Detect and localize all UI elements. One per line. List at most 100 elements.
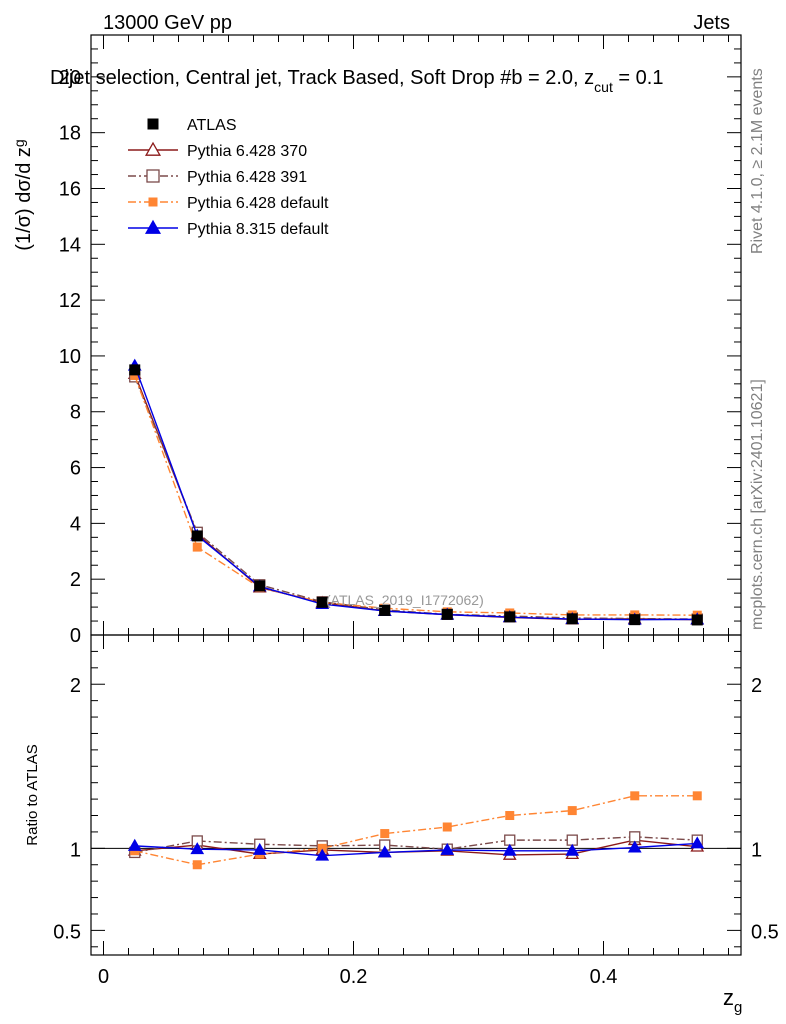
data-point-marker bbox=[144, 219, 162, 234]
main-series-group bbox=[127, 358, 705, 626]
legend-label: Pythia 6.428 370 bbox=[187, 143, 307, 160]
data-point-marker bbox=[567, 806, 577, 816]
series-line bbox=[134, 373, 698, 621]
series-line bbox=[134, 795, 698, 866]
series-pythia-6-428-391 bbox=[129, 371, 703, 625]
main-plot-panel: 0 2 4 6 8 10 12 14 16 18 20 (1/σ) dσ/d zg (ATLAS_2… bbox=[11, 34, 742, 647]
ratio-plot-panel: 0.5 0.5 1 1 2 2 Ratio to ATLAS 0 0.2 0.4 zg bbox=[24, 634, 779, 1016]
energy-label: 13000 GeV pp bbox=[103, 12, 232, 34]
data-point-marker bbox=[377, 845, 392, 858]
x-axis-label: zg bbox=[723, 985, 742, 1016]
data-point-marker bbox=[127, 838, 142, 851]
data-point-marker bbox=[505, 811, 515, 821]
analysis-id-label: (ATLAS_2019_I1772062) bbox=[326, 592, 484, 608]
data-point-marker bbox=[691, 614, 703, 626]
main-y-tick-label: 2 bbox=[70, 569, 81, 591]
data-point-marker bbox=[692, 791, 702, 801]
main-y-tick-label: 4 bbox=[70, 513, 81, 535]
ratio-y-axis-label: Ratio to ATLAS bbox=[24, 744, 41, 845]
chart-title-main: Dijet selection, Central jet, Track Base… bbox=[50, 67, 594, 89]
legend-label: Pythia 8.315 default bbox=[187, 221, 329, 238]
ratio-y-tick-label: 0.5 bbox=[53, 921, 81, 943]
data-point-marker bbox=[316, 596, 328, 608]
series-line bbox=[134, 842, 698, 857]
main-y-axis-label-sub: g bbox=[11, 139, 27, 147]
data-point-marker bbox=[147, 118, 159, 130]
x-tick-label: 0.2 bbox=[340, 966, 368, 988]
x-axis-label-text: z bbox=[723, 985, 734, 1010]
series-pythia-6-428-default bbox=[130, 370, 702, 620]
series-line bbox=[134, 836, 698, 854]
data-point-marker bbox=[441, 608, 453, 620]
ratio-y-tick-label-right: 1 bbox=[751, 839, 762, 861]
ratio-y-tick-label: 1 bbox=[70, 839, 81, 861]
legend-item: Pythia 6.428 391 bbox=[128, 169, 307, 186]
data-point-marker bbox=[502, 843, 517, 856]
data-point-marker bbox=[629, 831, 641, 843]
data-point-marker bbox=[690, 836, 705, 849]
series-pythia-8-315-default bbox=[127, 836, 705, 861]
data-point-marker bbox=[315, 848, 330, 861]
legend-label: ATLAS bbox=[187, 117, 237, 134]
data-point-marker bbox=[254, 580, 266, 592]
main-y-tick-label: 20 bbox=[59, 67, 81, 89]
legend-label: Pythia 6.428 default bbox=[187, 195, 329, 212]
data-point-marker bbox=[504, 834, 516, 846]
x-tick-label: 0 bbox=[98, 966, 109, 988]
main-y-tick-label: 16 bbox=[59, 178, 81, 200]
legend-item: Pythia 6.428 370 bbox=[128, 141, 307, 160]
data-point-marker bbox=[191, 530, 203, 542]
data-point-marker bbox=[146, 169, 160, 183]
data-point-marker bbox=[380, 829, 390, 839]
main-y-axis-label: (1/σ) dσ/d zg bbox=[11, 139, 35, 250]
chart-title: Dijet selection, Central jet, Track Base… bbox=[50, 67, 663, 95]
main-y-tick-label: 12 bbox=[59, 290, 81, 312]
series-line bbox=[134, 375, 698, 616]
chart-title-zcut-value: = 0.1 bbox=[613, 67, 664, 89]
category-label: Jets bbox=[693, 12, 730, 34]
data-point-marker bbox=[144, 141, 162, 156]
ratio-y-tick-label-right: 0.5 bbox=[751, 921, 779, 943]
series-line bbox=[134, 376, 698, 620]
main-y-tick-label: 18 bbox=[59, 123, 81, 145]
series-pythia-6-428-default bbox=[130, 791, 702, 870]
legend-item: Pythia 6.428 default bbox=[128, 195, 329, 212]
series-pythia-6-428-370 bbox=[127, 367, 705, 625]
data-point-marker bbox=[192, 860, 202, 870]
main-y-tick-label: 14 bbox=[59, 234, 81, 256]
data-point-marker bbox=[504, 611, 516, 623]
data-point-marker bbox=[148, 197, 158, 207]
ratio-axis-ticks: 0.5 0.5 1 1 2 2 bbox=[53, 635, 779, 955]
x-axis-label-sub: g bbox=[734, 999, 742, 1016]
data-point-marker bbox=[440, 842, 455, 855]
main-y-tick-label: 0 bbox=[70, 625, 81, 647]
data-point-marker bbox=[566, 613, 578, 625]
x-axis-tick-labels: 0 0.2 0.4 bbox=[98, 966, 617, 988]
legend: ATLAS Pythia 6.428 370 Pythia 6.428 391 Pyt… bbox=[128, 117, 329, 238]
chart-title-zcut-sub: cut bbox=[594, 79, 613, 95]
legend-item: ATLAS bbox=[147, 117, 237, 134]
legend-item: Pythia 8.315 default bbox=[128, 219, 329, 238]
data-point-marker bbox=[252, 842, 267, 855]
series-atlas bbox=[129, 364, 703, 626]
data-point-marker bbox=[630, 791, 640, 801]
ratio-y-tick-label-right: 2 bbox=[751, 675, 762, 697]
x-tick-label: 0.4 bbox=[590, 966, 618, 988]
data-point-marker bbox=[442, 822, 452, 832]
data-point-marker bbox=[565, 843, 580, 856]
main-y-tick-label: 10 bbox=[59, 346, 81, 368]
data-point-marker bbox=[192, 542, 202, 552]
data-point-marker bbox=[129, 364, 141, 376]
ratio-y-tick-label: 2 bbox=[70, 675, 81, 697]
legend-label: Pythia 6.428 391 bbox=[187, 169, 307, 186]
data-point-marker bbox=[627, 840, 642, 853]
main-y-axis-label-text: (1/σ) dσ/d z bbox=[13, 147, 35, 251]
mcplots-label: mcplots.cern.ch [arXiv:2401.10621] bbox=[749, 379, 766, 630]
data-point-marker bbox=[190, 842, 205, 855]
ratio-series-group bbox=[127, 791, 705, 870]
data-point-marker bbox=[629, 614, 641, 626]
main-y-tick-label: 8 bbox=[70, 402, 81, 424]
rivet-version-label: Rivet 4.1.0, ≥ 2.1M events bbox=[749, 68, 766, 254]
series-line bbox=[134, 365, 698, 621]
